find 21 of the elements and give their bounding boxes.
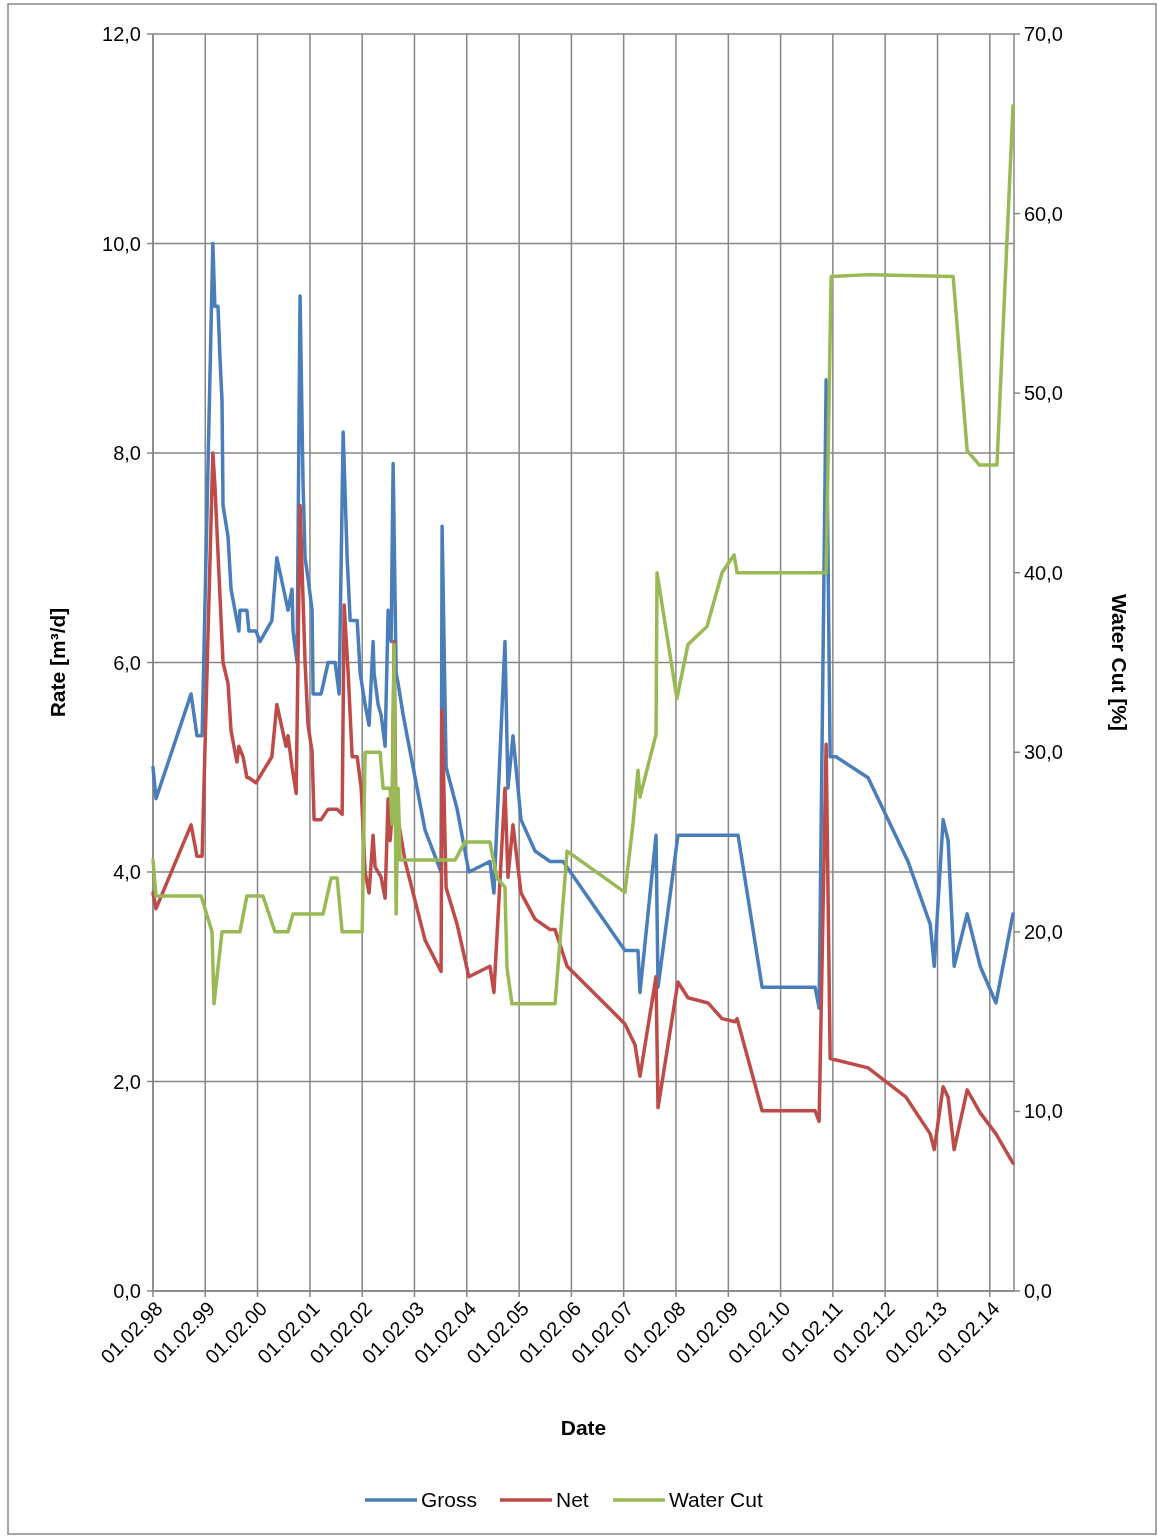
y-tick-label: 0,0 xyxy=(113,1280,141,1302)
y2-tick-label: 20,0 xyxy=(1024,920,1063,943)
y-axis-title: Rate [m³/d] xyxy=(46,607,69,718)
y2-tick-label: 60,0 xyxy=(1024,202,1063,225)
legend-label: Water Cut xyxy=(669,1488,763,1512)
y-tick-label: 10,0 xyxy=(102,232,141,255)
y2-tick-label: 50,0 xyxy=(1024,382,1063,405)
legend-label: Net xyxy=(556,1488,589,1512)
y-tick-label: 12,0 xyxy=(102,23,141,45)
x-axis-title: Date xyxy=(560,1416,607,1439)
y-tick-label: 6,0 xyxy=(113,651,141,674)
y2-tick-label: 0,0 xyxy=(1024,1280,1052,1302)
y2-tick-label: 40,0 xyxy=(1024,561,1063,584)
y2-tick-label: 10,0 xyxy=(1024,1100,1063,1123)
y-tick-label: 2,0 xyxy=(113,1070,141,1093)
y2-tick-label: 30,0 xyxy=(1024,741,1063,764)
y-tick-label: 8,0 xyxy=(113,442,141,464)
legend-label: Gross xyxy=(421,1488,478,1512)
y-tick-label: 4,0 xyxy=(113,861,141,883)
y2-axis-title: Water Cut [%] xyxy=(1108,594,1131,731)
y2-tick-label: 70,0 xyxy=(1024,23,1063,45)
